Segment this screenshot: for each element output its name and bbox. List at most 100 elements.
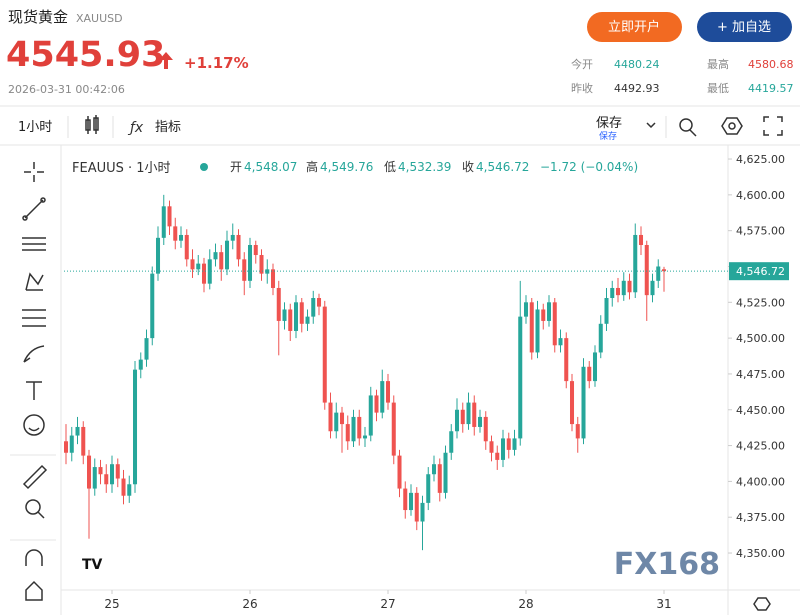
candle-body — [104, 474, 109, 485]
candle-body — [86, 455, 92, 489]
legend-symbol: FEAUUS · 1小时 — [72, 161, 171, 176]
y-tick-label: 4,525.00 — [736, 296, 785, 309]
chart-type-button[interactable] — [85, 115, 99, 134]
candle-body — [184, 234, 189, 260]
add-watch-label[interactable]: + 加自选 — [717, 20, 771, 35]
candle-body — [408, 492, 414, 511]
candle-body — [121, 478, 126, 496]
fullscreen-button[interactable] — [763, 116, 783, 136]
timestamp: 2026-03-31 00:42:06 — [8, 83, 125, 96]
candle-body — [207, 259, 212, 284]
candle-body — [391, 402, 396, 456]
candle-body — [293, 302, 299, 331]
candle-body — [247, 244, 253, 281]
y-tick-label: 4,625.00 — [736, 153, 785, 166]
legend-value: 4,548.07 — [244, 160, 297, 174]
last-price-box — [729, 262, 789, 281]
candle-body — [638, 234, 644, 245]
x-tick-label: 27 — [380, 597, 395, 611]
candle-body — [650, 280, 655, 296]
candle-body — [224, 240, 230, 270]
candle-body — [535, 309, 540, 353]
candle-body — [656, 266, 661, 281]
candle-body — [489, 441, 494, 453]
candle-body — [506, 438, 511, 450]
x-tick-label: 25 — [104, 597, 119, 611]
candle-body — [201, 263, 207, 284]
y-tick-label: 4,475.00 — [736, 368, 785, 381]
candle-body — [138, 359, 143, 370]
fx-icon[interactable]: ƒx — [127, 120, 144, 136]
candle-body — [161, 206, 166, 238]
candle-body — [109, 464, 115, 485]
candle-body — [213, 252, 218, 260]
y-tick-label: 4,350.00 — [736, 547, 785, 560]
candle-body — [546, 302, 552, 321]
candle-body — [397, 455, 402, 489]
add-watch-button[interactable] — [697, 12, 792, 42]
candle-body — [98, 467, 103, 475]
candle-body — [569, 381, 575, 425]
candle-body — [500, 438, 506, 460]
candle-body — [345, 424, 350, 442]
candle-body — [604, 298, 609, 324]
candle-body — [615, 287, 621, 296]
candle-body — [299, 302, 304, 324]
settings-button[interactable] — [721, 117, 743, 135]
candle-body — [92, 467, 97, 489]
candle-body — [592, 352, 598, 382]
candle-body — [282, 309, 287, 321]
candle-body — [305, 316, 310, 324]
tv-logo: TV — [82, 557, 103, 573]
stat-value: 4580.68 — [748, 58, 794, 71]
y-tick-label: 4,500.00 — [736, 332, 785, 345]
save-button[interactable]: 保存 — [596, 116, 622, 131]
drawing-tools[interactable] — [22, 162, 48, 601]
legend-value: 4,532.39 — [398, 160, 451, 174]
candle-body — [316, 298, 322, 307]
candle-body — [374, 395, 379, 413]
stat-value: 4419.57 — [748, 82, 794, 95]
candle-body — [431, 464, 437, 475]
interval-button[interactable]: 1小时 — [18, 120, 52, 135]
candle-body — [472, 402, 477, 427]
candle-body — [150, 273, 155, 339]
candle-body — [437, 464, 442, 493]
y-tick-label: 4,375.00 — [736, 511, 785, 524]
save-menu[interactable] — [646, 122, 656, 129]
candle-body — [173, 226, 178, 241]
candle-body — [495, 452, 500, 460]
stat-label: 今开 — [571, 57, 593, 71]
candle-body — [311, 298, 316, 317]
candle-body — [334, 412, 339, 432]
open-account-label[interactable]: 立即开户 — [608, 19, 660, 35]
indicators-button[interactable]: 指标 — [155, 120, 181, 135]
candle-body — [575, 424, 580, 439]
price: 4545.93 — [6, 35, 165, 75]
open-account-button[interactable] — [587, 12, 682, 42]
legend-label: 高 — [306, 159, 318, 174]
candle-body — [633, 234, 638, 293]
candle-body — [69, 435, 74, 453]
x-tick-label: 28 — [518, 597, 533, 611]
candle-body — [132, 369, 138, 485]
save-status: 保存 — [599, 130, 617, 142]
stat-label: 最高 — [707, 57, 729, 71]
legend-label: 低 — [384, 160, 396, 174]
candle-body — [564, 338, 569, 382]
x-tick-label: 26 — [242, 597, 257, 611]
alert-button[interactable] — [679, 118, 697, 137]
y-tick-label: 4,425.00 — [736, 440, 785, 453]
candle-body — [661, 269, 667, 272]
candle-body — [167, 206, 172, 227]
candle-body — [357, 416, 362, 439]
candle-body — [529, 302, 534, 353]
candle-body — [621, 280, 626, 296]
candle-body — [328, 402, 333, 432]
candle-body — [115, 464, 120, 479]
axis-settings[interactable] — [753, 597, 771, 611]
status-dot — [200, 163, 208, 171]
candle-body — [270, 269, 276, 288]
